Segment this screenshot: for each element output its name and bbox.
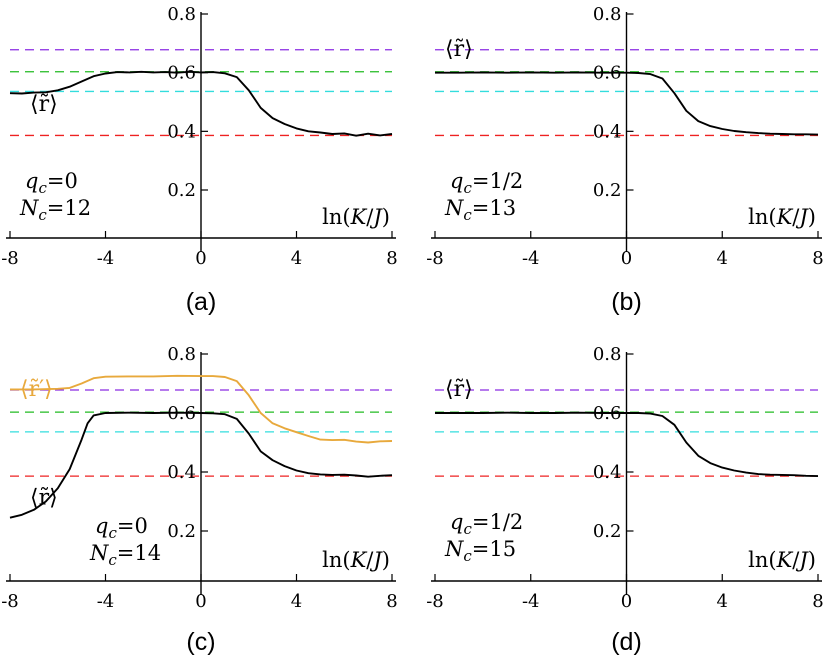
- annotation-0: qc=0: [95, 514, 148, 542]
- x-tick-label: 4: [717, 591, 728, 612]
- x-tick-label: 0: [621, 591, 632, 612]
- series-line-1: [9, 411, 393, 519]
- series-label-1: ⟨r̃⟩: [30, 485, 58, 510]
- annotation-1: Nc=15: [444, 537, 516, 565]
- annotation-0: qc=1/2: [450, 169, 523, 197]
- annotation-0: qc=1/2: [450, 510, 523, 538]
- x-tick-label: -4: [522, 248, 540, 269]
- annotation-1: Nc=14: [89, 541, 161, 569]
- chart-panel-c: 0.20.40.60.8-8 -4 0 4 8ln(K/J)qc=0Nc=14⟨r̃′⟩…: [1, 344, 398, 656]
- chart-panel-b: 0.20.40.60.8-8 -4 0 4 8ln(K/J)qc=1/2Nc=13⟨r̃…: [426, 4, 824, 316]
- y-tick-label: 0.2: [167, 521, 196, 542]
- series-label-0: ⟨r̃′⟩: [20, 377, 53, 402]
- panel-label: (d): [611, 628, 642, 656]
- y-tick-label: 0.4: [593, 121, 622, 142]
- x-axis-label: ln(K/J): [748, 548, 816, 572]
- series-label-0: ⟨r̃⟩: [445, 37, 473, 62]
- panel-label: (b): [611, 288, 642, 316]
- y-tick-label: 0.8: [167, 344, 196, 365]
- x-tick-label: 0: [195, 591, 206, 612]
- x-tick-label: -4: [522, 591, 540, 612]
- x-tick-label: -8: [1, 591, 19, 612]
- y-tick-label: 0.8: [167, 4, 196, 25]
- x-tick-label: 8: [386, 591, 397, 612]
- x-tick-label: 8: [812, 591, 823, 612]
- annotation-1: Nc=13: [444, 196, 516, 224]
- y-tick-label: 0.8: [593, 4, 622, 25]
- x-tick-label: -8: [426, 591, 444, 612]
- series-label-0: ⟨r̃⟩: [445, 377, 473, 402]
- series-label-0: ⟨r̃⟩: [30, 92, 58, 117]
- chart-panel-d: 0.20.40.60.8-8 -4 0 4 8ln(K/J)qc=1/2Nc=15⟨r̃…: [426, 344, 824, 656]
- x-tick-label: 4: [291, 248, 302, 269]
- y-tick-label: 0.2: [593, 180, 622, 201]
- x-tick-label: -4: [97, 248, 115, 269]
- x-tick-label: 0: [195, 248, 206, 269]
- x-axis-label: ln(K/J): [322, 205, 390, 229]
- y-tick-label: 0.2: [167, 180, 196, 201]
- x-tick-label: 4: [291, 591, 302, 612]
- y-tick-label: 0.4: [167, 121, 196, 142]
- x-tick-label: 4: [717, 248, 728, 269]
- x-axis-label: ln(K/J): [322, 548, 390, 572]
- x-tick-label: 0: [621, 248, 632, 269]
- y-tick-label: 0.2: [593, 521, 622, 542]
- y-tick-label: 0.8: [593, 344, 622, 365]
- panel-label: (c): [186, 628, 215, 656]
- x-tick-label: -4: [97, 591, 115, 612]
- panel-label: (a): [186, 288, 217, 316]
- annotation-0: qc=0: [25, 169, 78, 197]
- x-tick-label: -8: [426, 248, 444, 269]
- x-tick-label: 8: [386, 248, 397, 269]
- annotation-1: Nc=12: [19, 196, 91, 224]
- x-axis-label: ln(K/J): [748, 205, 816, 229]
- x-tick-label: -8: [1, 248, 19, 269]
- y-tick-label: 0.4: [593, 462, 622, 483]
- y-tick-label: 0.4: [167, 462, 196, 483]
- chart-panel-a: 0.20.40.60.8-8 -4 0 4 8ln(K/J)qc=0Nc=12⟨r̃⟩(…: [1, 4, 398, 316]
- x-tick-label: 8: [812, 248, 823, 269]
